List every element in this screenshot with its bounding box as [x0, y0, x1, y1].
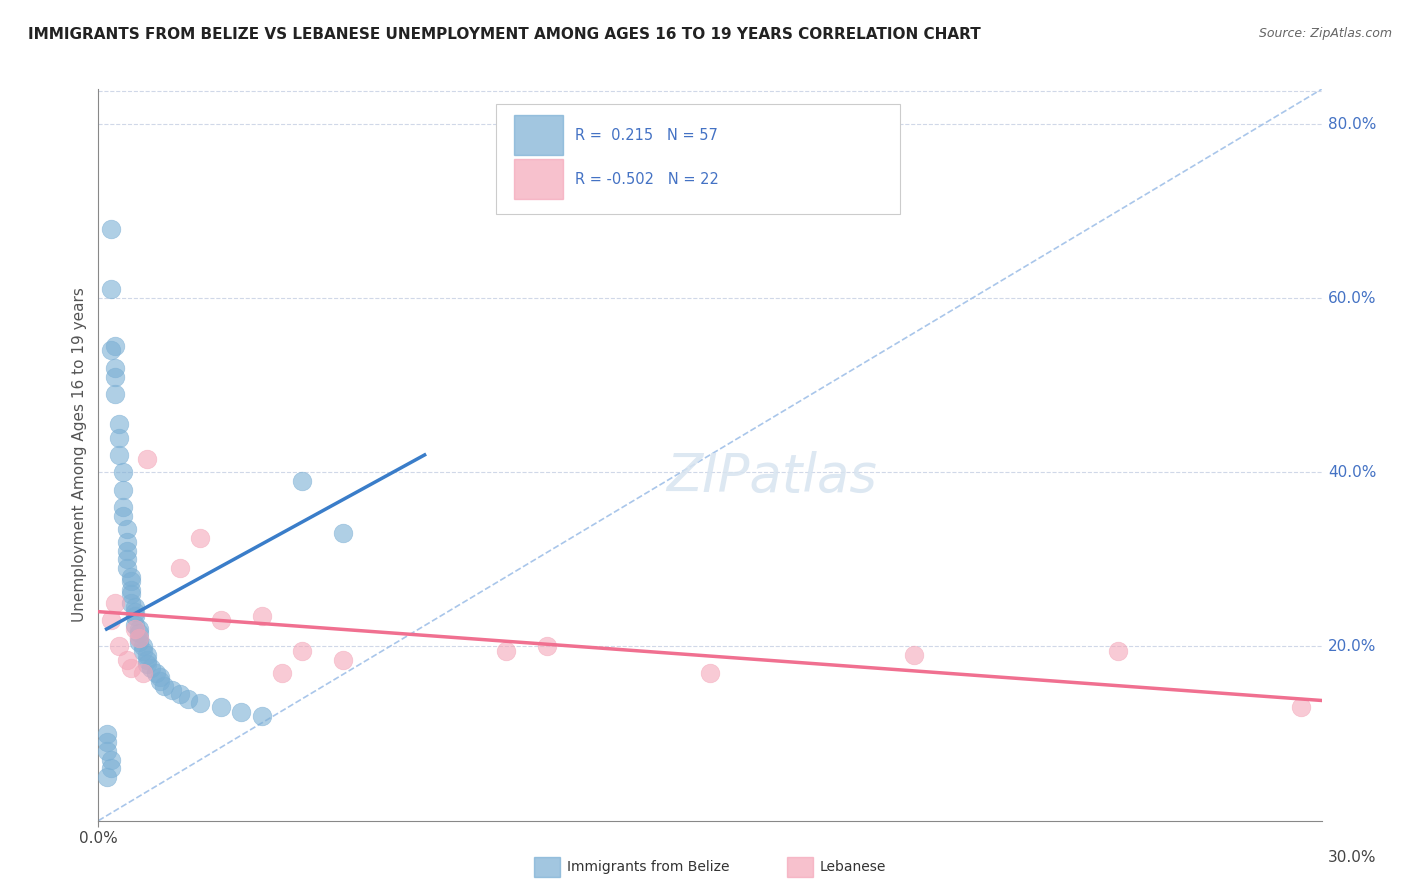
Text: 80.0%: 80.0% [1327, 117, 1376, 131]
Point [149, 670, 172, 684]
Point [120, 596, 142, 610]
Point [124, 609, 146, 624]
Point [128, 631, 150, 645]
Text: Source: ZipAtlas.com: Source: ZipAtlas.com [1258, 27, 1392, 40]
Point [495, 644, 517, 658]
Text: Lebanese: Lebanese [820, 860, 886, 874]
Point [1291, 700, 1313, 714]
Point [104, 596, 127, 610]
Point [108, 417, 131, 432]
Point [699, 665, 721, 680]
Point [136, 452, 159, 467]
Text: 20.0%: 20.0% [1327, 639, 1376, 654]
Point [111, 483, 134, 497]
Point [96, 770, 118, 784]
Point [120, 574, 142, 589]
Point [104, 387, 127, 401]
Point [149, 674, 172, 689]
Point [96, 726, 118, 740]
Point [169, 561, 191, 575]
Point [100, 613, 122, 627]
Point [209, 700, 232, 714]
Point [332, 526, 354, 541]
Point [169, 687, 191, 701]
Point [96, 744, 118, 758]
Point [145, 665, 167, 680]
FancyBboxPatch shape [496, 103, 900, 213]
Point [536, 640, 558, 654]
Point [128, 635, 150, 649]
Point [120, 661, 142, 675]
Point [250, 709, 273, 723]
Point [115, 561, 138, 575]
Point [231, 705, 253, 719]
Point [124, 605, 146, 619]
Point [115, 552, 138, 566]
Point [132, 640, 155, 654]
Point [903, 648, 925, 663]
Point [100, 221, 122, 235]
Point [132, 644, 155, 658]
Point [96, 735, 118, 749]
Point [128, 631, 150, 645]
Point [115, 652, 138, 666]
Text: R = -0.502   N = 22: R = -0.502 N = 22 [575, 171, 720, 186]
Text: R =  0.215   N = 57: R = 0.215 N = 57 [575, 128, 718, 143]
Point [111, 508, 134, 523]
Point [270, 665, 294, 680]
Point [115, 522, 138, 536]
Bar [515, 115, 564, 155]
Point [115, 535, 138, 549]
Point [136, 648, 159, 663]
Bar [515, 159, 564, 199]
Point [108, 448, 131, 462]
Point [115, 543, 138, 558]
Point [108, 640, 131, 654]
Point [188, 531, 212, 545]
Point [132, 665, 155, 680]
Y-axis label: Unemployment Among Ages 16 to 19 years: Unemployment Among Ages 16 to 19 years [72, 287, 87, 623]
Point [160, 683, 183, 698]
Text: 30.0%: 30.0% [1327, 850, 1376, 865]
Text: ZIPatlas: ZIPatlas [666, 450, 876, 503]
Point [100, 753, 122, 767]
Text: 40.0%: 40.0% [1327, 465, 1376, 480]
Point [111, 500, 134, 515]
Text: IMMIGRANTS FROM BELIZE VS LEBANESE UNEMPLOYMENT AMONG AGES 16 TO 19 YEARS CORREL: IMMIGRANTS FROM BELIZE VS LEBANESE UNEMP… [28, 27, 981, 42]
Point [100, 283, 122, 297]
Point [250, 609, 273, 624]
Point [136, 657, 159, 671]
Point [209, 613, 232, 627]
Point [104, 369, 127, 384]
Point [111, 466, 134, 480]
Point [104, 360, 127, 375]
Point [124, 622, 146, 636]
Point [152, 679, 174, 693]
Point [124, 617, 146, 632]
Text: 60.0%: 60.0% [1327, 291, 1376, 306]
Point [177, 691, 200, 706]
Point [120, 582, 142, 597]
Point [104, 339, 127, 353]
Point [100, 761, 122, 775]
Point [124, 600, 146, 615]
Point [120, 587, 142, 601]
Point [291, 474, 314, 488]
Point [128, 622, 150, 636]
Point [141, 661, 163, 675]
Point [291, 644, 314, 658]
Point [108, 430, 131, 444]
Point [136, 652, 159, 666]
Point [1107, 644, 1129, 658]
Point [128, 626, 150, 640]
Point [120, 570, 142, 584]
Point [332, 652, 354, 666]
Point [100, 343, 122, 358]
Text: Immigrants from Belize: Immigrants from Belize [567, 860, 730, 874]
Point [188, 696, 212, 710]
